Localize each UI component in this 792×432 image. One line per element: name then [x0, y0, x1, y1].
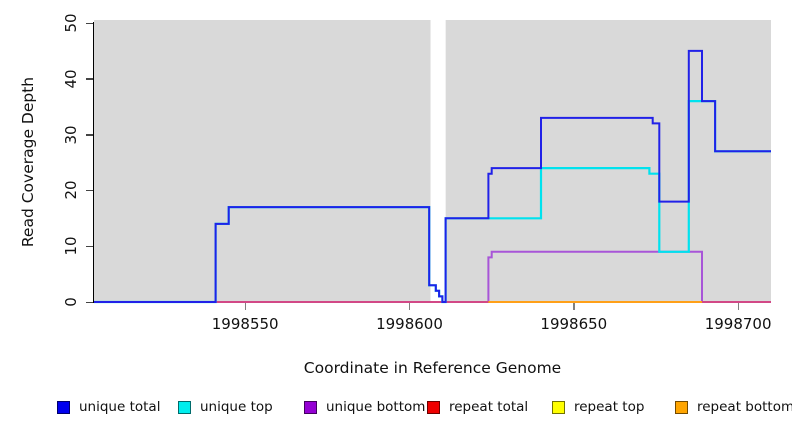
- y-tick-label: 20: [62, 180, 80, 200]
- plot-area: [94, 20, 771, 304]
- legend-item-repeat-top: repeat top: [552, 398, 644, 416]
- legend-swatch-icon: [427, 400, 440, 414]
- y-tick-mark: [86, 301, 93, 303]
- legend-label: repeat top: [574, 399, 645, 415]
- x-tick-mark: [737, 303, 740, 310]
- legend-label: repeat total: [449, 399, 529, 415]
- legend-item-unique-total: unique total: [57, 398, 160, 416]
- y-axis-title: Read Coverage Depth: [19, 76, 37, 248]
- series-line-unique-bottom: [94, 250, 771, 303]
- x-tick-mark: [244, 303, 247, 310]
- legend-item-repeat-bottom: repeat bottom: [675, 398, 792, 416]
- legend-swatch-icon: [304, 400, 317, 414]
- legend-swatch-icon: [552, 400, 565, 414]
- y-tick-mark: [86, 189, 93, 192]
- legend-label: repeat bottom: [697, 399, 792, 415]
- y-tick-label: 40: [62, 69, 80, 89]
- x-tick-mark: [573, 303, 575, 310]
- chart-legend: unique total unique top unique bottom repea…: [0, 398, 792, 418]
- x-tick-mark: [408, 303, 411, 310]
- legend-label: unique bottom: [326, 399, 426, 415]
- legend-item-repeat-total: repeat total: [427, 398, 528, 416]
- x-tick-label: 1998700: [704, 315, 772, 333]
- x-tick-label: 1998550: [211, 315, 279, 333]
- y-tick-label: 50: [62, 13, 80, 33]
- y-tick-mark: [86, 134, 93, 136]
- legend-label: unique total: [79, 399, 161, 415]
- legend-item-unique-bottom: unique bottom: [304, 398, 425, 416]
- x-tick-label: 1998650: [540, 315, 608, 333]
- x-tick-label: 1998600: [376, 315, 443, 333]
- legend-swatch-icon: [675, 400, 688, 414]
- y-tick-label: 0: [62, 297, 80, 307]
- y-tick-mark: [86, 22, 93, 24]
- legend-item-unique-top: unique top: [178, 398, 273, 416]
- y-tick-label: 10: [62, 236, 80, 256]
- coverage-step-chart: [94, 20, 771, 304]
- y-tick-mark: [86, 78, 93, 80]
- series-line-unique-total: [94, 49, 771, 303]
- legend-label: unique top: [200, 399, 273, 415]
- y-tick-mark: [86, 245, 93, 248]
- legend-swatch-icon: [178, 400, 191, 414]
- x-axis-title: Coordinate in Reference Genome: [303, 359, 562, 377]
- y-axis-line: [93, 22, 95, 303]
- legend-swatch-icon: [57, 400, 70, 414]
- y-tick-label: 30: [62, 125, 80, 145]
- masked-region: [430, 20, 446, 302]
